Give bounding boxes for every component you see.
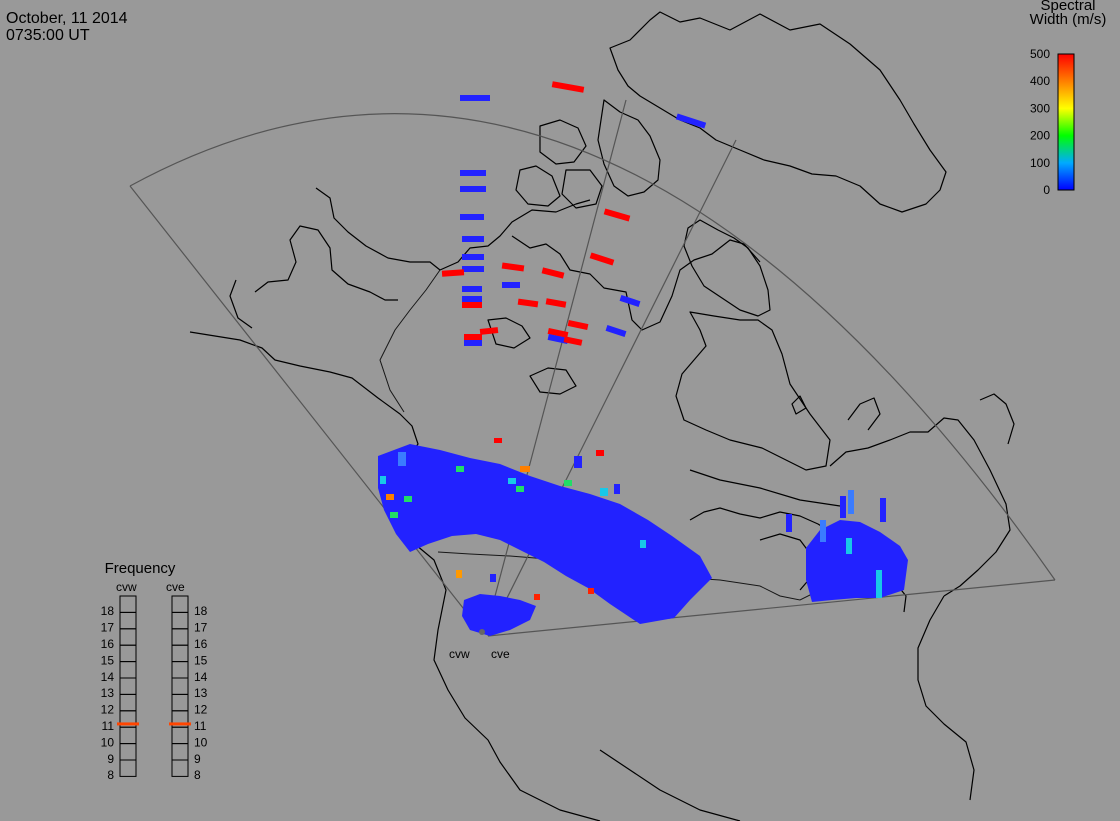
frequency-level-label: 8	[194, 768, 201, 782]
colorbar-gradient	[1057, 53, 1075, 191]
frequency-cell	[119, 743, 137, 761]
frequency-cell	[171, 644, 189, 663]
frequency-cell	[119, 661, 137, 679]
colorbar-tick-label: 200	[1030, 129, 1050, 143]
frequency-cell	[171, 628, 189, 646]
frequency-title: Frequency	[104, 560, 176, 577]
frequency-level-label: 11	[194, 719, 207, 733]
frequency-ladder-cve: 18 17 16 15 14 13 12 11 10 9 8	[169, 595, 208, 782]
frequency-level-label: 17	[101, 621, 115, 635]
frequency-cell	[119, 759, 137, 777]
frequency-cell	[119, 677, 137, 695]
date-label: October, 11 2014	[6, 10, 128, 27]
frequency-level-label: 9	[107, 752, 114, 766]
frequency-level-label: 14	[194, 670, 208, 684]
frequency-level-label: 15	[194, 653, 208, 667]
site-label-cvw: cvw	[449, 647, 470, 661]
colorbar-tick-label: 500	[1030, 47, 1050, 61]
frequency-level-label: 18	[101, 604, 115, 618]
frequency-marker-cve	[169, 722, 191, 726]
frequency-level-label: 18	[194, 604, 208, 618]
frequency-cell	[171, 759, 189, 777]
frequency-marker-cvw	[117, 722, 139, 726]
frequency-cell	[171, 611, 189, 630]
frequency-cell	[171, 661, 189, 679]
radar-sites: cvw cve	[449, 629, 510, 661]
frequency-level-label: 9	[194, 752, 201, 766]
frequency-radar-label-cvw: cvw	[116, 580, 137, 594]
frequency-level-label: 10	[101, 735, 115, 749]
frequency-level-label: 12	[194, 703, 208, 717]
frequency-level-label: 14	[101, 670, 115, 684]
frequency-cell	[171, 726, 189, 745]
colorbar-tick-label: 100	[1030, 156, 1050, 170]
frequency-cell	[119, 611, 137, 630]
site-marker-cvw	[479, 629, 485, 635]
frequency-level-label: 16	[194, 637, 208, 651]
frequency-level-label: 11	[102, 719, 115, 733]
colorbar-tick-label: 300	[1030, 101, 1050, 115]
frequency-cell	[119, 595, 137, 613]
frequency-cell	[171, 677, 189, 695]
frequency-level-label: 8	[107, 768, 114, 782]
frequency-ladder-cvw: 18 17 16 15 14 13 12 11 10 9 8	[101, 595, 139, 782]
frequency-level-label: 17	[194, 621, 208, 635]
colorbar-tick-label: 400	[1030, 74, 1050, 88]
frequency-radar-label-cve: cve	[166, 580, 185, 594]
radar-fov-outline	[129, 99, 1056, 637]
colorbar-title-line2: Width (m/s)	[1029, 11, 1107, 28]
frequency-level-label: 13	[101, 686, 115, 700]
frequency-cell	[171, 693, 189, 712]
colorbar-title-line1: Spectral	[1040, 0, 1096, 14]
frequency-level-label: 15	[101, 653, 115, 667]
frequency-level-label: 13	[194, 686, 208, 700]
coastlines	[189, 11, 1015, 821]
time-label: 0735:00 UT	[6, 27, 90, 44]
frequency-cell	[171, 743, 189, 761]
frequency-cell	[171, 595, 189, 613]
frequency-level-label: 12	[101, 703, 115, 717]
spectral-width-colorbar: 500 400 300 200 100 0	[1030, 47, 1075, 197]
backscatter-band	[378, 438, 908, 636]
frequency-level-label: 10	[194, 735, 208, 749]
frequency-cell	[119, 644, 137, 663]
frequency-level-label: 16	[101, 637, 115, 651]
frequency-legend: cvw cve 18 17 16 15 14 13 12 11 10 9 8 18 17 16 15 14 13…	[101, 580, 208, 782]
colorbar-tick-label: 0	[1043, 183, 1050, 197]
frequency-cell	[119, 693, 137, 712]
frequency-cell	[119, 628, 137, 646]
high-latitude-echoes	[441, 81, 707, 346]
frequency-cell	[119, 726, 137, 745]
site-label-cve: cve	[491, 647, 510, 661]
